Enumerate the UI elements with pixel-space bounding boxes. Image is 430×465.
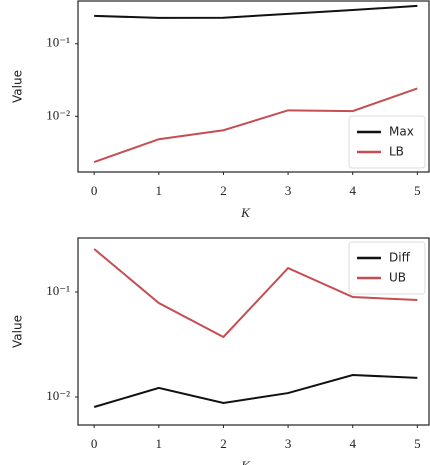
y-tick-label: 10⁻¹: [46, 283, 70, 298]
y-axis-label: Value: [11, 315, 25, 348]
series-line: [93, 87, 418, 164]
legend-label: LB: [389, 145, 404, 159]
x-tick-label: 0: [91, 436, 98, 451]
x-tick-label: 0: [91, 183, 98, 198]
legend-label: Max: [389, 125, 414, 139]
legend-box: [348, 241, 426, 295]
y-axis-label: Value: [11, 70, 25, 103]
x-tick-label: 3: [285, 436, 292, 451]
series-line: [93, 373, 418, 408]
x-tick-label: 1: [156, 436, 163, 451]
plot-frame: [77, 237, 430, 426]
series-line: [94, 4, 418, 19]
x-axis-label: K: [240, 458, 251, 465]
plot-frame: [77, 0, 430, 173]
x-tick-label: 4: [349, 436, 356, 451]
x-tick-label: 3: [285, 183, 292, 198]
y-tick-label: 10⁻²: [46, 107, 70, 122]
x-tick-label: 2: [220, 436, 227, 451]
x-tick-label: 5: [414, 436, 421, 451]
x-axis-label: K: [240, 205, 251, 220]
legend-label: UB: [389, 271, 406, 285]
legend-label: Diff: [389, 251, 411, 265]
legend-box: [348, 115, 426, 169]
y-tick-label: 10⁻¹: [46, 35, 70, 50]
x-tick-label: 4: [349, 183, 356, 198]
x-tick-label: 1: [156, 183, 163, 198]
x-tick-label: 5: [414, 183, 421, 198]
series-line: [93, 248, 418, 339]
y-tick-label: 10⁻²: [46, 388, 70, 403]
x-tick-label: 2: [220, 183, 227, 198]
